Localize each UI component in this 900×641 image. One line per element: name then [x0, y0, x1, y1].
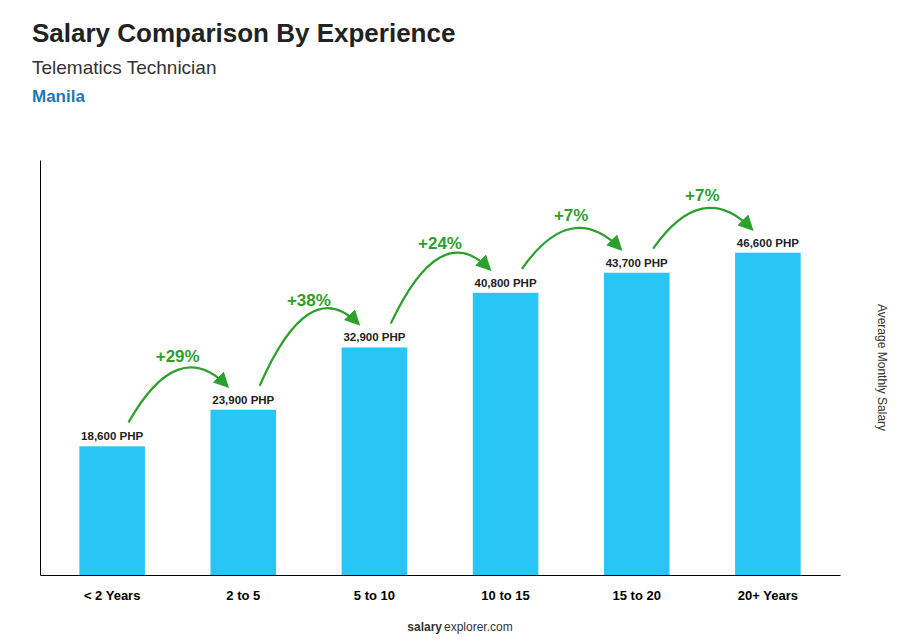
change-arrow: [391, 253, 489, 324]
data-label: 43,700 PHP: [606, 257, 668, 269]
annotation: Manila: [32, 87, 85, 106]
x-tick-label: < 2 Years: [84, 588, 141, 603]
change-arrow: [260, 308, 358, 386]
chart: Salary Comparison By Experience Telematic…: [0, 0, 900, 641]
x-tick-label: 2 to 5: [226, 588, 260, 603]
change-label: +24%: [418, 234, 462, 253]
x-axis-line: [41, 575, 841, 576]
y-axis-line: [40, 161, 41, 576]
x-tick: 2 to 5: [226, 588, 260, 603]
bar: [342, 347, 408, 575]
data-label: 18,600 PHP: [81, 430, 143, 442]
bar: [735, 253, 801, 575]
data-label: 40,800 PHP: [475, 277, 537, 289]
data-label: 23,900 PHP: [212, 394, 274, 406]
x-tick-label: 15 to 20: [613, 588, 661, 603]
change-label: +38%: [287, 291, 331, 310]
change-label: +7%: [554, 206, 589, 225]
x-tick: 10 to 15: [481, 588, 529, 603]
plot: < 2 Years 2 to 5 5 to 10 10 to 15 15 to 20 20…: [41, 161, 841, 603]
x-tick-label: 20+ Years: [738, 588, 798, 603]
subtitle: Telematics Technician: [32, 57, 216, 78]
footer: explorer.com: [444, 620, 513, 634]
x-tick: 5 to 10: [354, 588, 395, 603]
bar: [604, 273, 670, 575]
data-label: 32,900 PHP: [343, 331, 405, 343]
x-tick: < 2 Years: [84, 588, 141, 603]
footer: salary: [407, 620, 442, 634]
title: Salary Comparison By Experience: [32, 18, 455, 48]
change-arrows: +29% +38% +24% +7% +7%: [129, 186, 752, 423]
data-label: 46,600 PHP: [737, 237, 799, 249]
change-label: +29%: [156, 347, 200, 366]
x-tick: 20+ Years: [738, 588, 798, 603]
change-arrow: [522, 228, 620, 269]
change-arrow: [653, 208, 751, 249]
bar: [79, 446, 145, 575]
x-tick-label: 10 to 15: [481, 588, 529, 603]
change-label: +7%: [685, 186, 720, 205]
y-axis-title: Average Monthly Salary: [875, 304, 889, 431]
x-tick-label: 5 to 10: [354, 588, 395, 603]
data-labels: 18,600 PHP 23,900 PHP 32,900 PHP 40,800 PHP…: [81, 237, 799, 443]
bar: [473, 293, 539, 575]
bar: [210, 410, 276, 575]
y-axis: [40, 161, 41, 576]
bars: [79, 253, 800, 575]
change-arrow: [129, 367, 227, 422]
x-tick: 15 to 20: [613, 588, 661, 603]
x-axis: < 2 Years 2 to 5 5 to 10 10 to 15 15 to 20 20…: [41, 576, 841, 603]
